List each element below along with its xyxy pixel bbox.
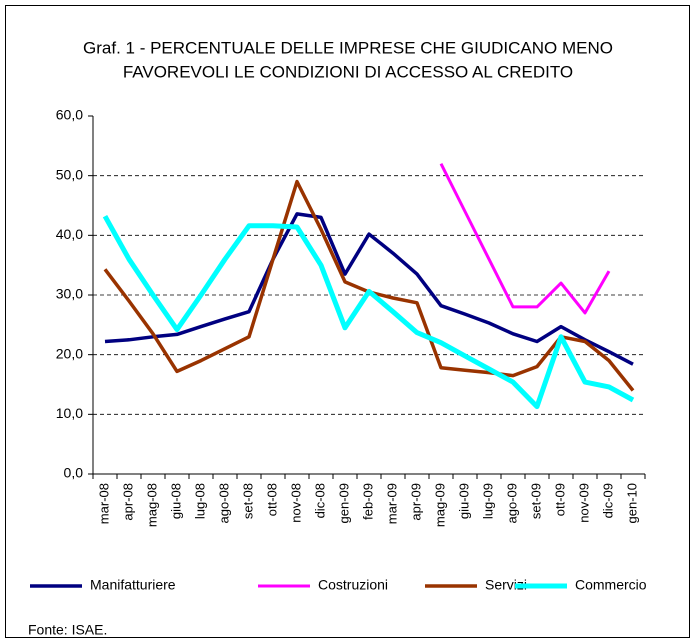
x-tick-label: gen-09 — [336, 483, 351, 523]
x-tick-label: set-08 — [240, 483, 255, 519]
x-tick-label: ott-09 — [552, 483, 567, 516]
y-tick-label: 50,0 — [56, 166, 83, 182]
legend-label: Costruzioni — [318, 577, 388, 593]
x-tick-label: nov-08 — [288, 483, 303, 523]
y-tick-label: 60,0 — [56, 107, 83, 123]
x-tick-label: gen-10 — [624, 483, 639, 523]
source: Fonte: ISAE. — [28, 622, 107, 638]
chart-title: FAVOREVOLI LE CONDIZIONI DI ACCESSO AL C… — [123, 62, 573, 81]
y-tick-label: 30,0 — [56, 286, 83, 302]
x-tick-label: giu-09 — [456, 483, 471, 519]
series-line — [439, 163, 611, 315]
legend-label: Manifatturiere — [90, 577, 176, 593]
y-tick-label: 40,0 — [56, 226, 83, 242]
x-tick-label: dic-08 — [312, 483, 327, 518]
x-tick-label: mag-08 — [144, 483, 159, 527]
x-tick-label: ott-08 — [264, 483, 279, 516]
x-tick-label: apr-09 — [408, 483, 423, 521]
x-tick-label: lug-09 — [480, 483, 495, 519]
x-tick-label: giu-08 — [168, 483, 183, 519]
x-tick-label: lug-08 — [192, 483, 207, 519]
legend-label: Servizi — [485, 577, 527, 593]
x-tick-label: feb-09 — [360, 483, 375, 520]
x-tick-label: ago-09 — [504, 483, 519, 523]
y-tick-label: 0,0 — [64, 465, 84, 481]
series-line — [102, 214, 635, 410]
x-tick-label: mar-09 — [384, 483, 399, 524]
x-tick-label: apr-08 — [120, 483, 135, 521]
x-tick-label: set-09 — [528, 483, 543, 519]
x-tick-label: nov-09 — [576, 483, 591, 523]
legend-label: Commercio — [575, 577, 647, 593]
x-tick-label: dic-09 — [600, 483, 615, 518]
x-tick-label: mag-09 — [432, 483, 447, 527]
y-tick-label: 10,0 — [56, 405, 83, 421]
x-tick-label: mar-08 — [96, 483, 111, 524]
chart-title: Graf. 1 - PERCENTUALE DELLE IMPRESE CHE … — [83, 38, 613, 57]
y-tick-label: 20,0 — [56, 345, 83, 361]
series-line — [104, 212, 634, 366]
x-tick-label: ago-08 — [216, 483, 231, 523]
